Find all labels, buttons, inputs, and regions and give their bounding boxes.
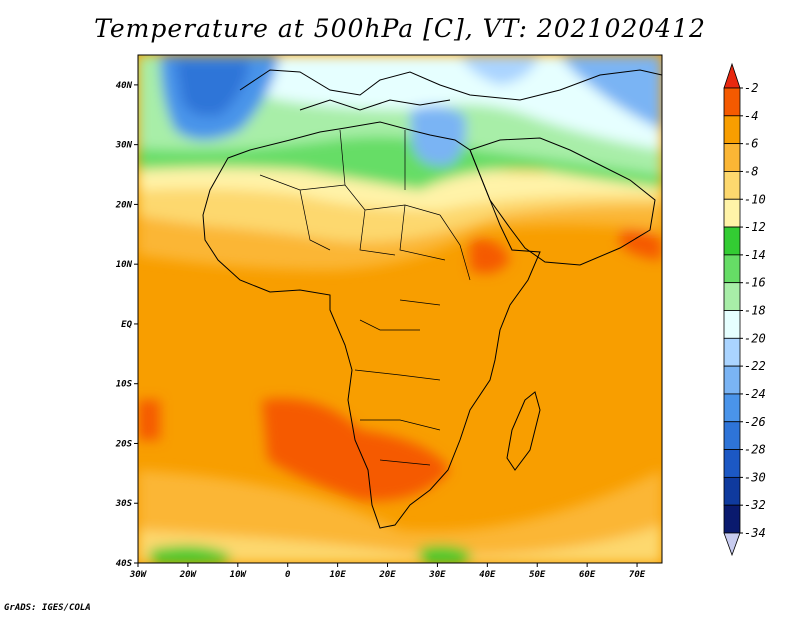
colorbar-label: -34 [744, 526, 766, 540]
field-warm-west [138, 400, 160, 440]
temperature-field [138, 55, 662, 563]
colorbar: -2 -4 -6 -8 -10 -12 -14 -16 -18 -20 -22 -24 -26 -28 -3… [723, 62, 766, 557]
colorbar-swatch [723, 254, 741, 284]
lat-tick-label: 20S [115, 439, 133, 449]
colorbar-swatch [723, 504, 741, 534]
field-warm-horn [470, 239, 510, 274]
colorbar-label: -30 [744, 470, 766, 484]
lon-tick-label: 10W [230, 570, 248, 580]
colorbar-swatch [723, 310, 741, 339]
field-south-minus10 [138, 525, 662, 563]
field-warm-core-south [262, 398, 450, 501]
lat-tick-label: 10N [116, 260, 133, 270]
field-north-minus20 [200, 55, 662, 150]
lon-tick-label: 60E [579, 570, 596, 580]
lat-tick-label: EQ [121, 320, 132, 330]
lon-tick-label: 30E [428, 570, 446, 580]
plot-frame [137, 54, 663, 564]
field-south-green-1 [150, 546, 230, 563]
lat-tick-label: 40S [116, 559, 133, 569]
lat-tick-label: 40N [116, 81, 133, 91]
colorbar-label: -16 [744, 276, 766, 290]
africa-coastline [202, 121, 541, 529]
colorbar-label: -18 [744, 304, 766, 318]
europe-coastline [239, 69, 662, 101]
field-cold-pool-egypt [410, 106, 466, 166]
longitude-axis: 30W 20W 10W 0 10E 20E 30E 40E 50E 60E 70E [129, 563, 646, 580]
lat-tick-label: 30S [115, 499, 133, 509]
colorbar-label: -6 [744, 137, 758, 151]
colorbar-swatch [723, 337, 741, 367]
colorbar-top-triangle [723, 62, 741, 89]
lon-tick-label: 50E [529, 570, 546, 580]
colorbar-swatch [723, 226, 741, 256]
colorbar-label: -32 [744, 498, 766, 512]
field-warm-arabia [620, 229, 662, 260]
colorbar-swatch [723, 143, 741, 172]
lat-tick-label: 10S [116, 380, 133, 390]
lon-tick-label: 20W [179, 570, 198, 580]
colorbar-swatch [723, 115, 741, 145]
colorbar-label: -28 [744, 443, 766, 457]
latitude-axis: 40N 30N 20N 10N EQ 10S 20S 30S 40S [115, 81, 138, 569]
colorbar-label: -8 [744, 164, 758, 178]
colorbar-swatch [723, 393, 741, 423]
colorbar-swatch [723, 421, 741, 450]
field-south-green-2 [420, 545, 470, 563]
colorbar-swatch [723, 365, 741, 395]
colorbar-label: -22 [744, 359, 766, 373]
madagascar-coastline [506, 391, 541, 471]
colorbar-swatch [723, 282, 741, 311]
lon-tick-label: 40E [479, 570, 496, 580]
colorbar-swatch [723, 198, 741, 228]
colorbar-swatch [723, 476, 741, 506]
coastlines [202, 69, 662, 529]
colorbar-label: -10 [744, 192, 766, 206]
lon-tick-label: 30W [129, 570, 148, 580]
colorbar-swatch [723, 171, 741, 200]
colorbar-label: -4 [744, 109, 758, 123]
field-cold-core-west [175, 60, 250, 116]
field-cold-pool-mid [460, 55, 540, 85]
colorbar-label: -26 [744, 415, 766, 429]
lon-tick-label: 70E [629, 570, 646, 580]
arabia-coastline [469, 137, 656, 266]
colorbar-bottom-triangle [723, 532, 741, 557]
colorbar-label: -20 [744, 331, 766, 345]
lon-tick-label: 0 [285, 570, 291, 580]
colorbar-label: -14 [744, 248, 766, 262]
colorbar-swatch [723, 87, 741, 117]
border-lines [259, 129, 471, 466]
colorbar-label: -24 [744, 387, 766, 401]
colorbar-swatch [723, 449, 741, 478]
lon-tick-label: 10E [329, 570, 346, 580]
footer-credit: GrADS: IGES/COLA [4, 603, 91, 613]
lat-tick-label: 20N [115, 200, 133, 210]
mediterranean-north [299, 99, 451, 111]
lat-tick-label: 30N [115, 141, 133, 151]
field-cold-pool-ne [560, 55, 662, 130]
colorbar-label: -12 [744, 220, 766, 234]
colorbar-label: -2 [744, 81, 758, 95]
lon-tick-label: 20E [378, 570, 396, 580]
map-title: Temperature at 500hPa [C], VT: 202102041… [94, 14, 706, 43]
